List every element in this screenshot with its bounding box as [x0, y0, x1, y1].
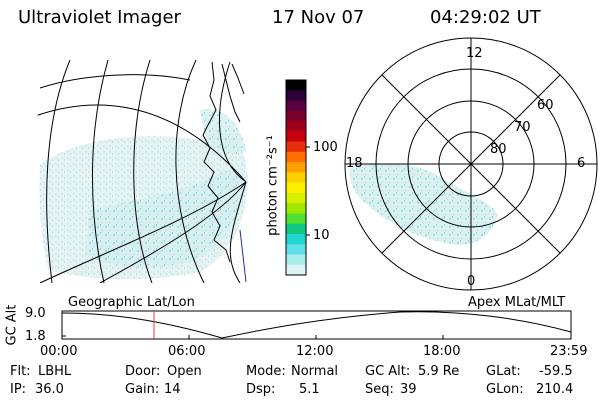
colorbar-band	[286, 203, 306, 215]
time-label: 04:29:02 UT	[430, 7, 541, 28]
dsp-value: 5.1	[299, 382, 320, 397]
door-value: Open	[167, 364, 202, 379]
colorbar-band	[286, 141, 306, 153]
mode-label: Mode:	[246, 364, 286, 379]
colorbar	[286, 80, 306, 276]
colorbar-tick-100: 100	[313, 140, 338, 155]
glat-label: GLat:	[486, 364, 521, 379]
apex-label: Apex MLat/MLT	[468, 295, 566, 310]
gc-alt-label: GC Alt:	[365, 364, 411, 379]
colorbar-band	[286, 172, 306, 184]
seq-label: Seq:	[365, 382, 394, 397]
mlt-label-6: 6	[577, 156, 586, 171]
lat-label-80: 80	[490, 142, 507, 157]
dsp-label: Dsp:	[246, 382, 276, 397]
y-tick-1-8: 1.8	[25, 329, 46, 344]
colorbar-band	[286, 100, 306, 112]
filter-label: Flt:	[10, 364, 31, 379]
coastline	[202, 61, 231, 263]
glon-value: 210.4	[536, 382, 574, 397]
altitude-plot	[61, 310, 572, 340]
altitude-curve	[61, 311, 572, 339]
y-tick-9: 9.0	[25, 306, 46, 321]
seq-value: 39	[400, 382, 417, 397]
colorbar-band	[286, 192, 306, 204]
lat-label-70: 70	[514, 120, 531, 135]
x-tick-1800: 18:00	[423, 344, 461, 359]
colorbar-unit-label: photon cm⁻²s⁻¹	[265, 135, 281, 236]
colorbar-band	[286, 254, 306, 266]
colorbar-band	[286, 110, 306, 122]
lat-label-60: 60	[537, 98, 554, 113]
x-tick-0600: 06:00	[168, 344, 206, 359]
filter-value: LBHL	[38, 364, 72, 379]
polar-plot	[344, 37, 598, 291]
colorbar-band	[286, 244, 306, 256]
glat-value: -59.5	[539, 364, 573, 379]
mode-value: Normal	[291, 364, 339, 379]
gain-value: 14	[164, 382, 181, 397]
geographic-label: Geographic Lat/Lon	[68, 295, 195, 310]
colorbar-band	[286, 182, 306, 194]
colorbar-tick-10: 10	[313, 228, 330, 243]
ip-label: IP:	[10, 382, 27, 397]
date-label: 17 Nov 07	[272, 7, 365, 28]
colorbar-frame	[285, 79, 307, 276]
mlt-label-0: 0	[467, 274, 476, 289]
colorbar-band	[286, 90, 306, 102]
colorbar-band	[286, 131, 306, 143]
gc-alt-axis-label: GC Alt	[4, 304, 20, 346]
glon-label: GLon:	[486, 382, 524, 397]
mlt-label-18: 18	[346, 156, 363, 171]
colorbar-band	[286, 223, 306, 235]
left-aurora-top	[200, 109, 246, 155]
polar-aurora-region	[349, 163, 498, 245]
instrument-title: Ultraviolet Imager	[18, 7, 181, 28]
mlt-label-12: 12	[466, 46, 483, 61]
door-label: Door:	[125, 364, 161, 379]
colorbar-band	[286, 121, 306, 132]
gc-alt-value: 5.9 Re	[418, 364, 460, 379]
x-tick-1200: 12:00	[296, 344, 334, 359]
colorbar-band	[286, 233, 306, 245]
colorbar-band	[286, 213, 306, 225]
colorbar-band	[286, 264, 306, 276]
gain-label: Gain:	[125, 382, 160, 397]
x-tick-2359: 23:59	[550, 344, 588, 359]
x-tick-0000: 00:00	[40, 344, 78, 359]
left-aurora-bright	[85, 170, 244, 268]
ip-value: 36.0	[35, 382, 64, 397]
geographic-map	[37, 60, 248, 283]
colorbar-band	[286, 151, 306, 163]
colorbar-band	[286, 162, 306, 173]
colorbar-band	[286, 80, 306, 91]
